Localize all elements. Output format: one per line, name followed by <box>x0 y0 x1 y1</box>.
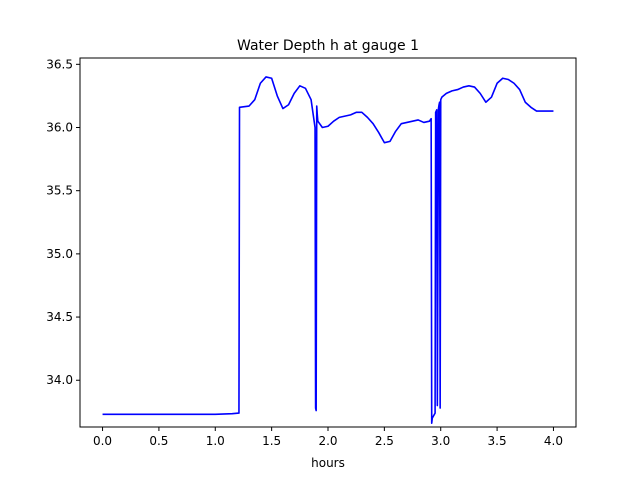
data-line <box>102 76 554 425</box>
x-tick-label: 2.0 <box>318 434 337 448</box>
y-tick-label: 36.5 <box>46 57 73 71</box>
x-tick-label: 0.0 <box>93 434 112 448</box>
x-tick-label: 4.0 <box>544 434 563 448</box>
x-tick-label: 2.5 <box>375 434 394 448</box>
y-tick-label: 34.0 <box>46 373 73 387</box>
x-axis-label: hours <box>311 456 345 470</box>
x-tick-label: 3.5 <box>488 434 507 448</box>
x-tick-label: 1.5 <box>262 434 281 448</box>
x-tick-label: 3.0 <box>431 434 450 448</box>
y-tick-label: 34.5 <box>46 310 73 324</box>
x-tick-label: 1.0 <box>206 434 225 448</box>
y-tick-label: 35.0 <box>46 247 73 261</box>
x-tick-label: 0.5 <box>149 434 168 448</box>
y-tick-label: 35.5 <box>46 184 73 198</box>
plot-frame <box>79 57 577 428</box>
y-tick-label: 36.0 <box>46 121 73 135</box>
plot-background <box>80 58 576 427</box>
y-axis-ticks: 34.0 34.5 35.0 35.5 36.0 36.5 <box>46 57 80 387</box>
x-axis-ticks: 0.0 0.5 1.0 1.5 2.0 2.5 3.0 3.5 4.0 <box>93 427 563 448</box>
chart-title: Water Depth h at gauge 1 <box>237 38 419 54</box>
